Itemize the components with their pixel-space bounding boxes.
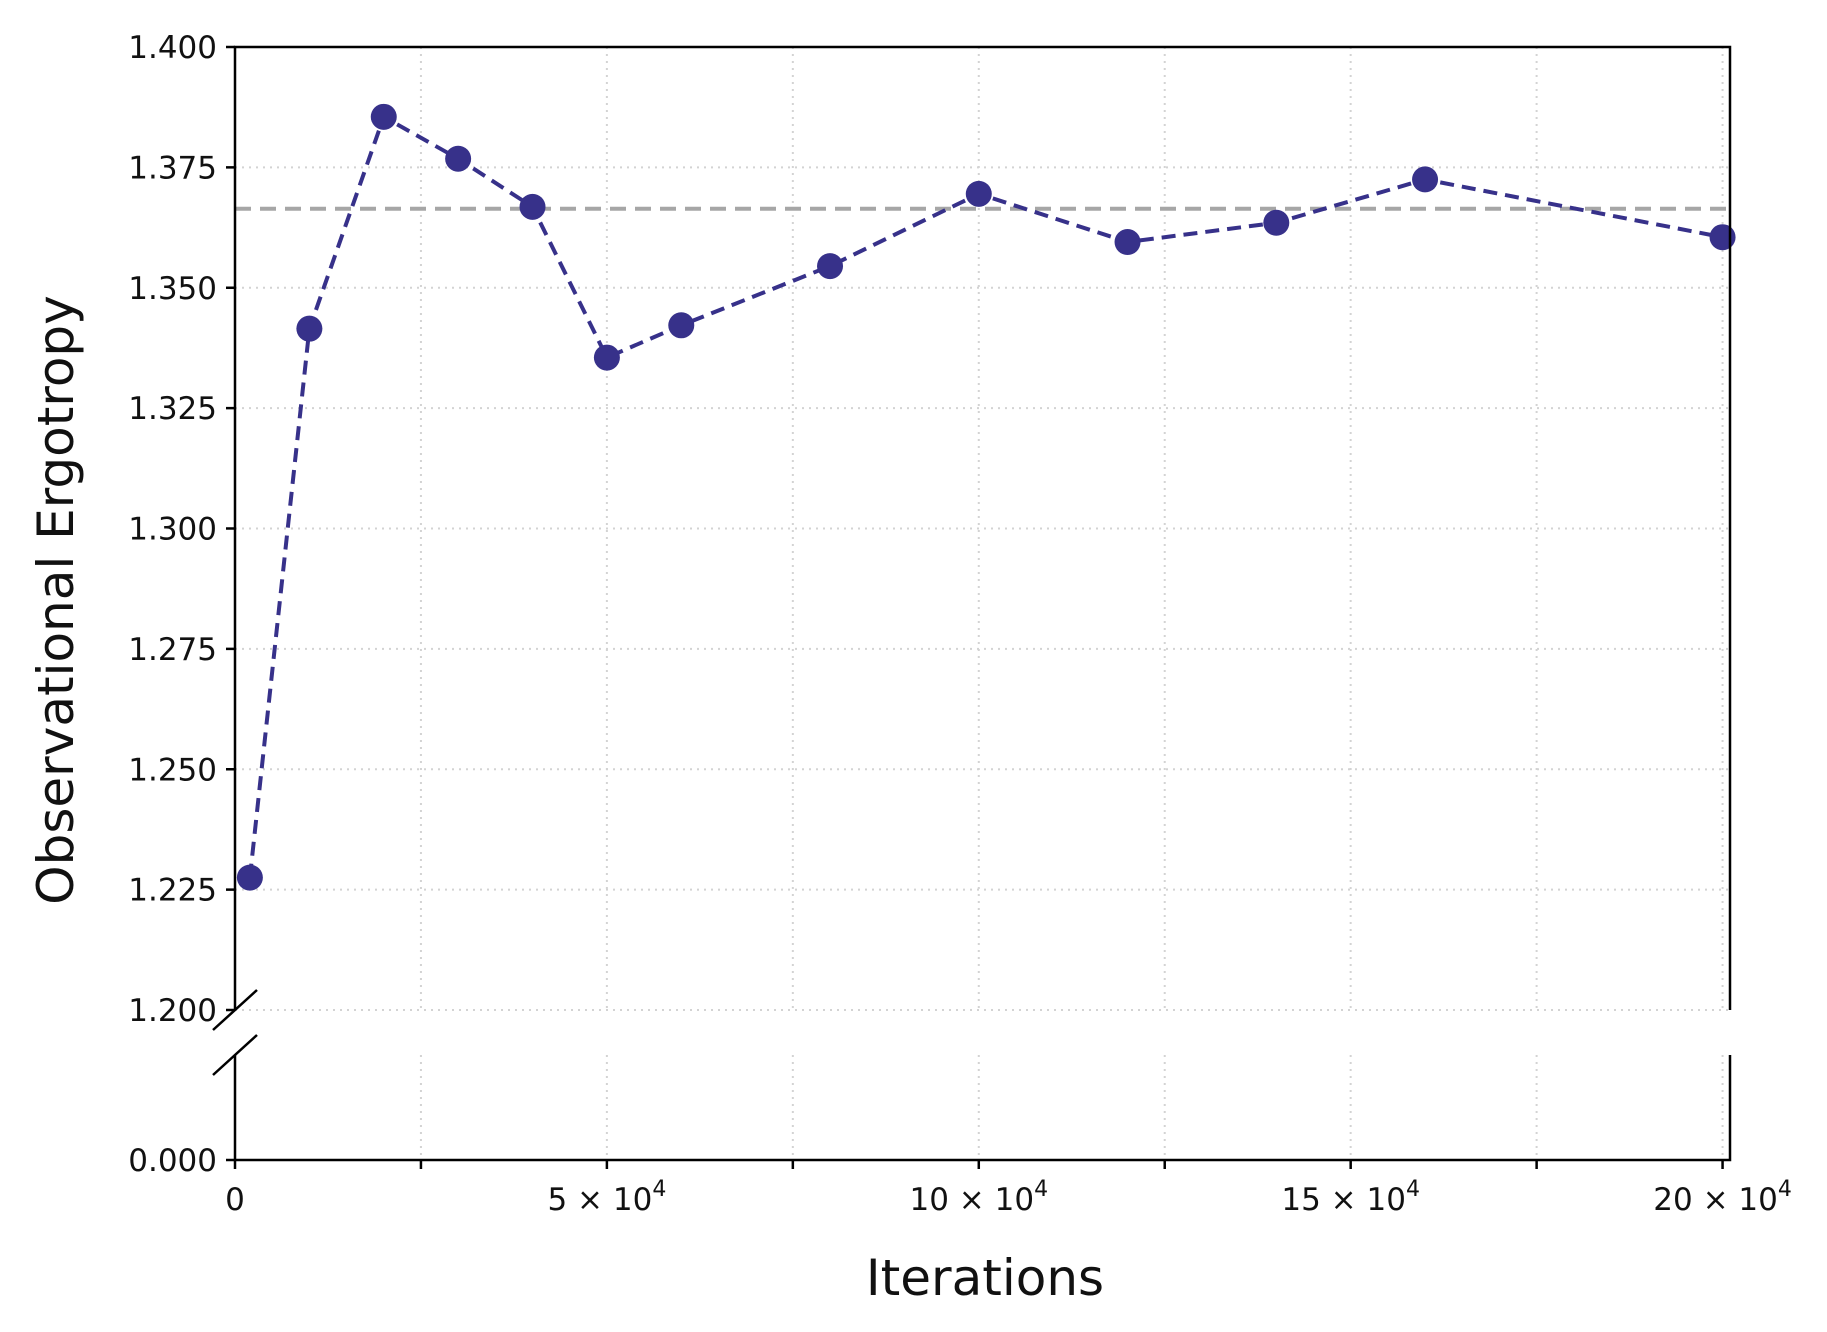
x-tick-mantissa: 5 × 10: [547, 1182, 652, 1218]
x-tick-mantissa: 15 × 10: [1281, 1182, 1406, 1218]
x-tick-mantissa: 20 × 10: [1653, 1182, 1778, 1218]
y-tick-label: 1.400: [128, 30, 217, 66]
data-point: [236, 864, 263, 891]
grid: [235, 46, 1730, 1160]
x-tick-mantissa: 10 × 10: [909, 1182, 1034, 1218]
y-tick-label: 1.250: [128, 752, 217, 788]
x-tick-label: 10 × 104: [909, 1177, 1048, 1218]
data-point: [1114, 229, 1141, 256]
series-line: [247, 113, 1723, 878]
data-point: [1412, 166, 1439, 193]
data-point: [296, 315, 323, 342]
x-tick-label: 15 × 104: [1281, 1177, 1420, 1218]
y-tick-label: 1.300: [128, 512, 217, 548]
lower-axes-frame: [233, 1055, 1732, 1162]
tick-labels: 1.200 1.225 1.250 1.275 1.300 1.325 1.350 1.375…: [128, 30, 1792, 1218]
y-tick-label: 1.275: [128, 632, 217, 668]
x-tick-label: 5 × 104: [547, 1177, 666, 1218]
data-point: [445, 145, 472, 172]
data-point: [817, 253, 844, 280]
data-point: [370, 103, 397, 130]
axis-break-mark: [212, 1034, 258, 1076]
y-tick-label: 1.350: [128, 271, 217, 307]
x-tick-label: 20 × 104: [1653, 1177, 1792, 1218]
series-layer: [236, 103, 1736, 891]
x-tick-exponent: 4: [1778, 1177, 1792, 1202]
y-tick-label: 1.375: [128, 150, 217, 186]
data-point: [1709, 224, 1736, 251]
y-tick-label: 0.000: [128, 1143, 217, 1179]
y-tick-label: 1.225: [128, 873, 217, 909]
data-point: [593, 344, 620, 371]
data-point: [1263, 209, 1290, 236]
axes: [212, 45, 1732, 1169]
y-tick-label: 1.200: [128, 993, 217, 1029]
data-point: [965, 180, 992, 207]
data-point: [519, 193, 546, 220]
x-tick-exponent: 4: [1406, 1177, 1420, 1202]
x-tick-mantissa: 0: [225, 1182, 245, 1218]
y-axis-title: Observational Ergotropy: [27, 295, 85, 904]
y-tick-label: 1.325: [128, 391, 217, 427]
x-tick-label: 0: [225, 1182, 245, 1218]
x-axis-title: Iterations: [866, 1249, 1104, 1307]
x-tick-exponent: 4: [652, 1177, 666, 1202]
x-tick-exponent: 4: [1034, 1177, 1048, 1202]
data-point: [668, 312, 695, 339]
